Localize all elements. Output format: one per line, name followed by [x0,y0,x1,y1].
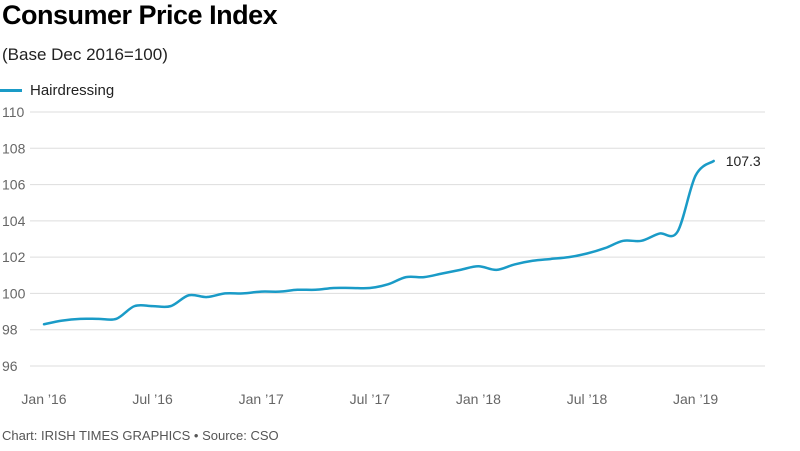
y-tick-label: 110 [2,104,25,120]
x-tick-label: Jan ’19 [673,391,718,407]
series-line-hairdressing [42,159,715,326]
x-tick-label: Jan ’18 [456,391,501,407]
y-tick-label: 98 [2,322,18,338]
x-tick-label: Jul ’16 [132,391,173,407]
y-tick-label: 106 [2,177,26,193]
legend-swatch [0,88,22,92]
x-tick-label: Jan ’16 [21,391,66,407]
legend-label: Hairdressing [30,81,115,99]
y-tick-label: 96 [2,358,18,374]
x-tick-label: Jul ’17 [350,391,391,407]
x-tick-label: Jul ’18 [567,391,608,407]
end-value-label: 107.3 [726,153,761,169]
chart-footer: Chart: IRISH TIMES GRAPHICS • Source: CS… [2,428,279,443]
y-tick-label: 104 [2,213,26,229]
y-tick-label: 108 [2,140,26,156]
x-tick-label: Jan ’17 [239,391,284,407]
chart-subtitle: (Base Dec 2016=100) [2,45,168,64]
y-tick-label: 100 [2,285,26,301]
chart-title: Consumer Price Index [2,0,278,30]
legend: Hairdressing [0,80,114,100]
y-tick-label: 102 [2,249,26,265]
